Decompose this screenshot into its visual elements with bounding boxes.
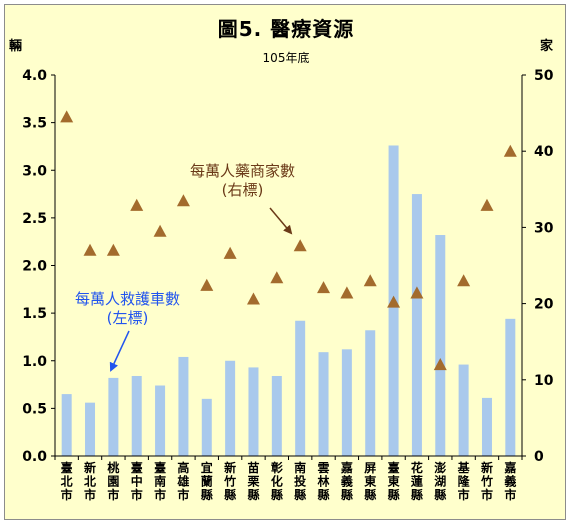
left-tick-label: 1.0: [22, 354, 47, 370]
left-tick-label: 2.5: [22, 211, 47, 227]
ambulance-bar: [155, 385, 166, 456]
chart-plot: 0.0 0.5 1.0 1.5 2.0 2.5 3.0 3.5 4.0 0 10 20 30 40 50 臺…: [22, 68, 554, 502]
left-series-annotation: 每萬人救護車數 (左標): [75, 290, 180, 328]
pharmacy-marker: [200, 278, 214, 291]
category-label: 臺北市: [61, 460, 73, 502]
category-label: 新竹市: [480, 460, 493, 502]
left-tick-label: 2.0: [22, 259, 47, 275]
pharmacy-marker: [223, 246, 237, 259]
category-label: 臺中市: [131, 460, 143, 502]
left-annotation-arrow: [109, 330, 130, 372]
pharmacy-marker: [457, 274, 471, 287]
category-label: 新北市: [84, 460, 96, 502]
ambulance-bar: [365, 330, 376, 456]
left-series-annotation-axis: (左標): [106, 309, 149, 327]
pharmacy-marker: [340, 286, 354, 299]
right-series-annotation-axis: (右標): [221, 181, 264, 199]
ambulance-bar: [85, 402, 96, 456]
right-annotation-arrow: [269, 207, 293, 235]
category-label: 嘉義縣: [340, 460, 353, 502]
ambulance-bar: [131, 375, 142, 456]
category-label: 南投縣: [294, 460, 306, 502]
left-tick-label: 1.5: [22, 306, 47, 322]
pharmacy-marker: [317, 281, 331, 294]
pharmacy-marker: [106, 243, 120, 256]
category-label: 雲林縣: [318, 461, 330, 502]
category-label: 基隆市: [457, 460, 471, 502]
ambulance-bar: [505, 318, 516, 456]
category-label: 新竹縣: [223, 460, 236, 502]
pharmacy-marker: [176, 194, 190, 207]
right-tick-label: 30: [534, 220, 554, 236]
ambulance-bar: [295, 320, 306, 456]
category-label: 屏東縣: [363, 461, 376, 502]
left-tick-label: 4.0: [22, 68, 47, 84]
pharmacy-marker: [130, 198, 144, 211]
right-tick-label: 20: [534, 297, 554, 313]
right-tick-label: 10: [534, 373, 554, 389]
left-tick-label: 3.5: [22, 116, 47, 132]
pharmacy-marker: [60, 110, 74, 123]
ambulance-bar: [108, 377, 119, 456]
category-label: 花蓮縣: [411, 460, 423, 502]
ambulance-bar: [271, 375, 282, 456]
category-label: 臺南市: [154, 460, 166, 502]
right-tick-label: 0: [534, 449, 544, 465]
pharmacy-marker: [83, 243, 97, 256]
category-label: 澎湖縣: [434, 460, 446, 502]
pharmacy-marker: [270, 271, 284, 284]
category-label: 苗栗縣: [247, 460, 259, 502]
ambulance-bar: [435, 235, 446, 456]
pharmacy-marker: [363, 274, 377, 287]
right-axis-unit: 家: [540, 39, 554, 54]
pharmacy-marker: [387, 295, 401, 308]
ambulance-bar: [318, 352, 329, 456]
pharmacy-marker: [503, 144, 517, 157]
right-series-annotation-name: 每萬人藥商家數: [190, 162, 296, 180]
chart-title: 圖5. 醫療資源: [217, 17, 355, 41]
right-series-annotation: 每萬人藥商家數 (右標): [190, 162, 295, 200]
category-label: 宜蘭縣: [201, 460, 213, 502]
category-label: 彰化縣: [271, 460, 283, 502]
ambulance-bar: [178, 356, 189, 456]
left-series-annotation-name: 每萬人救護車數: [75, 290, 181, 308]
pharmacy-marker: [153, 224, 167, 237]
right-tick-label: 50: [534, 68, 554, 84]
left-tick-label: 3.0: [22, 163, 47, 179]
category-label: 臺東縣: [388, 460, 400, 502]
pharmacy-marker: [410, 286, 424, 299]
right-tick-label: 40: [534, 144, 554, 160]
left-tick-label: 0.5: [22, 401, 47, 417]
category-label: 高雄市: [176, 460, 189, 502]
left-axis-unit: 輛: [9, 39, 23, 54]
ambulance-bar: [481, 397, 492, 456]
category-label: 嘉義市: [503, 460, 516, 502]
chart-subtitle: 105年底: [262, 51, 310, 65]
left-tick-label: 0.0: [22, 449, 47, 465]
pharmacy-marker: [433, 358, 447, 371]
ambulance-bar: [61, 394, 72, 456]
category-label: 桃園市: [107, 460, 119, 502]
ambulance-bar: [411, 194, 422, 456]
ambulance-bar: [248, 367, 259, 456]
pharmacy-marker: [293, 239, 307, 252]
ambulance-bar: [201, 398, 212, 456]
ambulance-bar: [341, 349, 352, 456]
ambulance-bar: [458, 364, 469, 456]
ambulance-bar: [225, 360, 236, 456]
pharmacy-marker: [246, 292, 260, 305]
chart-frame: 圖5. 醫療資源 105年底 輛 家 0.0 0.5 1.0 1.5 2.0 2.5 3.0…: [4, 4, 566, 520]
pharmacy-marker: [480, 198, 494, 211]
